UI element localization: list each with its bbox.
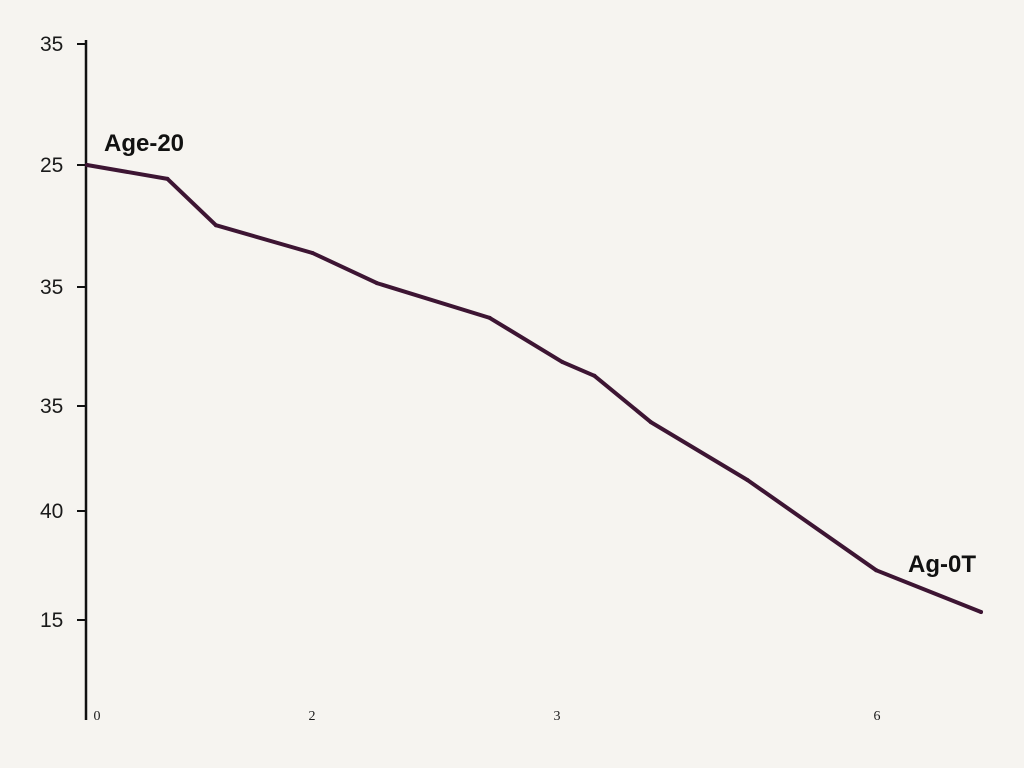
data-point xyxy=(745,478,750,482)
data-point xyxy=(213,223,218,228)
y-axis-ticks: 35 25 35 35 40 15 xyxy=(40,33,86,632)
series-annotation: Ag-0T xyxy=(908,551,976,578)
y-tick-label: 40 xyxy=(40,500,63,523)
y-tick-label: 35 xyxy=(40,276,63,299)
x-tick-label: 6 xyxy=(874,709,881,724)
data-point xyxy=(592,373,597,378)
x-tick-label: 2 xyxy=(309,709,316,724)
data-point xyxy=(374,281,379,286)
x-axis-ticks: 0 2 3 6 xyxy=(94,709,881,724)
annotation-layer: Age-20 Ag-0T xyxy=(104,130,976,578)
y-tick-label: 25 xyxy=(40,154,63,177)
data-point xyxy=(85,163,89,167)
data-point xyxy=(487,315,492,320)
data-point xyxy=(165,176,170,181)
y-tick-label: 35 xyxy=(40,395,63,418)
data-point xyxy=(310,251,315,255)
data-point xyxy=(874,568,879,573)
y-tick-label: 35 xyxy=(40,33,63,56)
x-tick-label: 3 xyxy=(554,709,561,724)
data-point xyxy=(648,420,653,425)
y-tick-label: 15 xyxy=(40,609,63,632)
data-point xyxy=(979,610,983,614)
series-layer xyxy=(85,163,983,614)
x-tick-label: 0 xyxy=(94,709,101,724)
data-point xyxy=(560,359,565,364)
series-annotation: Age-20 xyxy=(104,130,184,157)
series-line xyxy=(85,163,983,614)
